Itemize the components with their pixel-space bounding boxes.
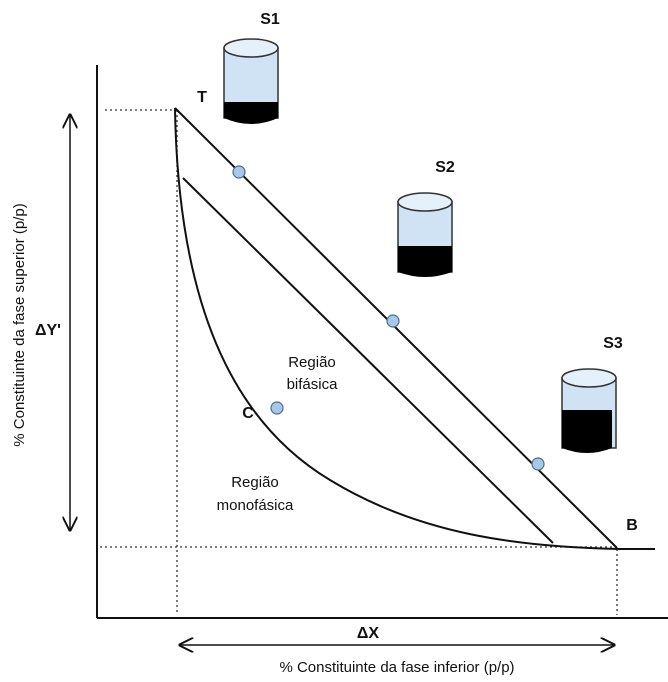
delta-x-label: ΔX	[357, 625, 380, 642]
region-label: monofásica	[217, 497, 294, 514]
point-label: C	[242, 405, 254, 422]
tube-s2	[398, 193, 452, 277]
phase-diagram: S1 S2 S3 T B C Região bifásica Região mo…	[0, 0, 668, 682]
delta-y-label: ΔY'	[35, 322, 61, 339]
region-label: bifásica	[287, 376, 339, 393]
region-label: Região	[288, 354, 336, 371]
point-label: B	[626, 517, 638, 534]
y-axis-label: % Constituinte da fase superior (p/p)	[11, 203, 28, 446]
sample-label: S2	[435, 159, 455, 176]
sample-label: S1	[260, 11, 280, 28]
sample-label: S3	[603, 335, 623, 352]
point-label: T	[197, 89, 207, 106]
guides	[100, 110, 617, 615]
x-axis-label: % Constituinte da fase inferior (p/p)	[279, 659, 514, 676]
tube-s3	[562, 369, 616, 453]
tube-s1	[224, 39, 278, 124]
region-label: Região	[231, 474, 279, 491]
